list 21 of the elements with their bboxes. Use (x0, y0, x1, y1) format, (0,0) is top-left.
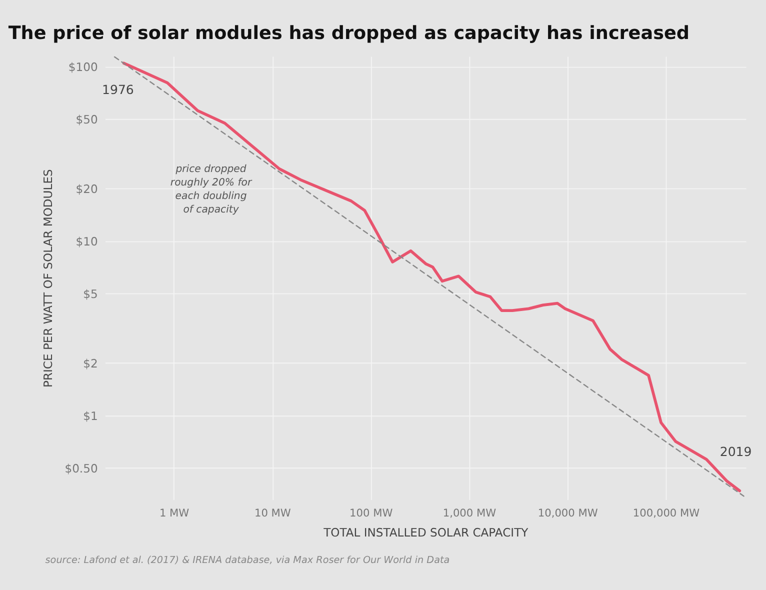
y-tick-label: $50 (76, 112, 98, 127)
x-tick-label: 100,000 MW (632, 507, 700, 520)
y-tick-label: $100 (68, 60, 98, 74)
y-tick-label: $10 (76, 234, 98, 249)
y-tick-label: $0.50 (64, 461, 98, 476)
source-note: source: Lafond et al. (2017) & IRENA database, via Max Roser for Our World in Data (45, 555, 450, 566)
chart-title: The price of solar modules has dropped as capacity has increased (8, 22, 690, 44)
y-tick-label: $5 (83, 286, 98, 301)
annotation: price dropped roughly 20% for each doubling of capacity (170, 164, 252, 216)
x-axis-title: TOTAL INSTALLED SOLAR CAPACITY (322, 526, 530, 540)
x-tick-label: 1,000 MW (442, 507, 497, 520)
y-axis-title: PRICE PER WATT OF SOLAR MODULES (41, 169, 56, 388)
x-tick-label: 10 MW (254, 507, 292, 520)
x-tick-label: 1 MW (159, 507, 190, 520)
annotation: 1976 (102, 82, 134, 97)
y-tick-label: $2 (83, 356, 98, 370)
y-tick-label: $20 (76, 182, 98, 196)
annotation: 2019 (720, 444, 752, 460)
x-tick-label: 10,000 MW (538, 507, 598, 520)
y-tick-label: $1 (83, 408, 98, 423)
x-tick-label: 100 MW (350, 507, 394, 520)
